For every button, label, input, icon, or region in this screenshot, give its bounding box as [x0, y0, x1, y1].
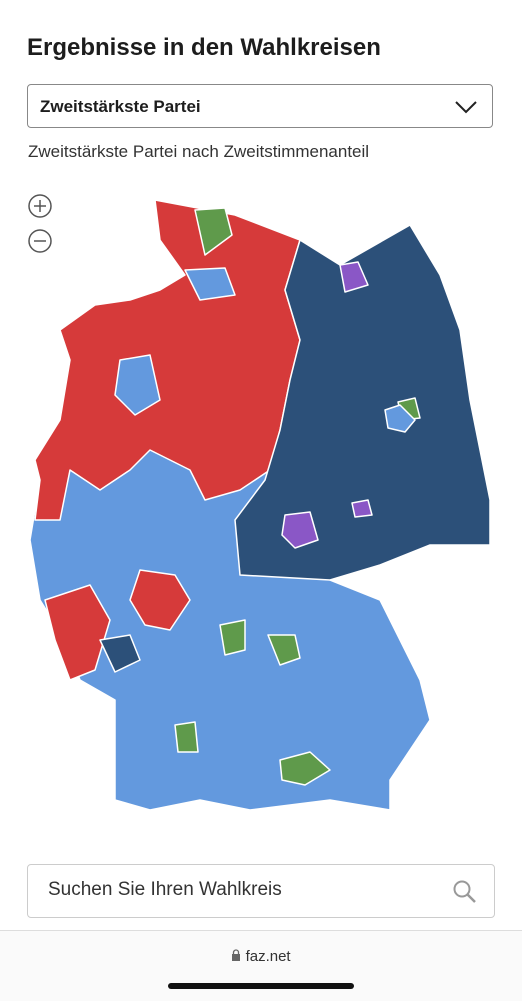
region-purple-leipzig [351, 499, 373, 518]
title: Ergebnisse in den Wahlkreisen [27, 34, 381, 61]
dropdown-value: Zweitstärkste Partei [40, 97, 201, 116]
zoom-out[interactable] [28, 229, 52, 253]
search-placeholder: Suchen Sie Ihren Wahlkreis [48, 879, 282, 900]
region-light-blue-nrw [114, 354, 161, 416]
url: faz.net [245, 948, 291, 965]
region-green-wuerzburg [219, 619, 246, 656]
region-light-blue-hh [184, 267, 236, 301]
url-row[interactable]: faz.net [0, 948, 522, 965]
region-dark-blue-saar [99, 634, 141, 673]
map-subtitle: Zweitstärkste Partei nach Zweitstimmenan… [28, 142, 370, 161]
region-green-stuttgart [174, 721, 199, 753]
search-icon [453, 880, 476, 903]
home-indicator [168, 983, 354, 989]
party-dropdown[interactable]: Zweitstärkste Partei [27, 84, 493, 128]
region-green-south [279, 751, 331, 786]
region-light-blue-berlin [384, 404, 416, 433]
search-box[interactable]: Suchen Sie Ihren Wahlkreis [27, 864, 495, 918]
region-dark-blue [234, 224, 491, 581]
map [28, 194, 491, 811]
lock-icon [232, 949, 241, 961]
region-purple-rostock [339, 261, 369, 293]
region-green-nuremberg [267, 634, 301, 666]
region-red-hesse [129, 569, 191, 631]
region-purple-erfurt [281, 511, 319, 549]
region-green-north [194, 207, 233, 256]
region-red-west [44, 584, 111, 681]
browser-bar: faz.net [0, 930, 522, 1001]
districts [29, 199, 491, 811]
zoom-in[interactable] [28, 194, 52, 218]
chevron [455, 101, 477, 114]
